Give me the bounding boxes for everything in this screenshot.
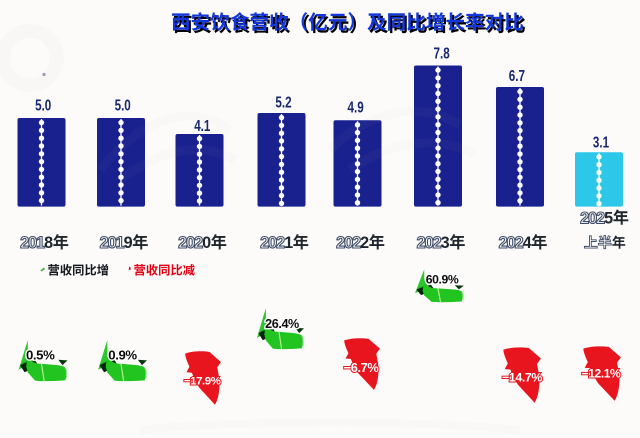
svg-text:60.9%: 60.9% (426, 273, 459, 287)
svg-text:202: 202 (178, 234, 203, 252)
svg-text:3.1: 3.1 (593, 134, 609, 151)
svg-text:0.5%: 0.5% (26, 347, 55, 362)
svg-text:9: 9 (124, 234, 133, 252)
svg-text:−17.9%: −17.9% (184, 376, 221, 388)
svg-text:5: 5 (604, 209, 613, 227)
svg-text:2: 2 (360, 234, 369, 252)
svg-text:0: 0 (202, 234, 211, 252)
svg-text:4.1: 4.1 (194, 118, 210, 135)
svg-text:−12.1%: −12.1% (582, 366, 621, 380)
svg-text:202: 202 (499, 234, 524, 252)
svg-text:5.0: 5.0 (35, 98, 51, 115)
svg-text:−14.7%: −14.7% (502, 370, 542, 384)
svg-text:201: 201 (100, 234, 125, 252)
svg-text:4.9: 4.9 (348, 99, 364, 116)
svg-text:6.7: 6.7 (509, 68, 525, 85)
svg-text:202: 202 (336, 234, 361, 252)
svg-text:1: 1 (284, 234, 293, 252)
svg-text:7.8: 7.8 (434, 45, 450, 62)
svg-text:5.2: 5.2 (275, 95, 291, 112)
svg-text:26.4%: 26.4% (265, 317, 299, 331)
svg-text:−6.7%: −6.7% (344, 360, 380, 375)
svg-text:5.0: 5.0 (115, 98, 131, 115)
svg-text:3: 3 (441, 234, 450, 252)
svg-text:201: 201 (20, 234, 45, 252)
svg-text:8: 8 (44, 234, 53, 252)
svg-text:202: 202 (417, 234, 442, 252)
svg-text:0.9%: 0.9% (108, 347, 137, 362)
svg-text:202: 202 (580, 209, 605, 227)
svg-text:4: 4 (523, 234, 532, 252)
svg-text:202: 202 (260, 234, 285, 252)
